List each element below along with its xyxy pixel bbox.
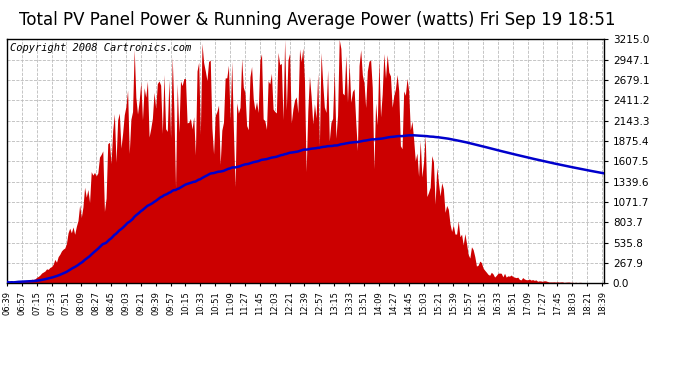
Text: Total PV Panel Power & Running Average Power (watts) Fri Sep 19 18:51: Total PV Panel Power & Running Average P… [19,11,615,29]
Text: Copyright 2008 Cartronics.com: Copyright 2008 Cartronics.com [10,43,191,53]
